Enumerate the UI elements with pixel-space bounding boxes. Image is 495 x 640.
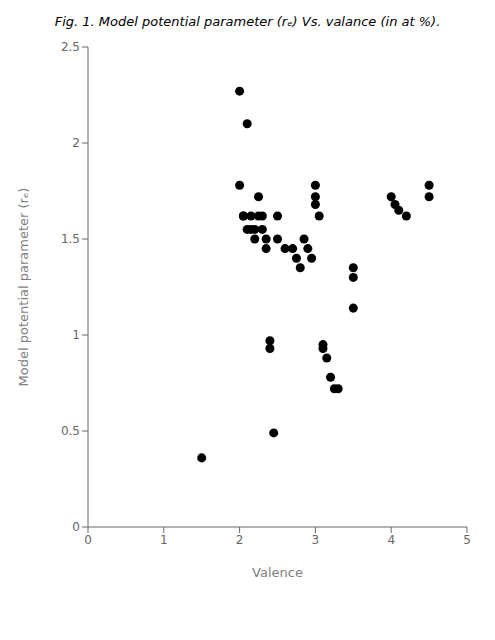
svg-text:1: 1 [160, 532, 168, 546]
svg-text:2.5: 2.5 [61, 40, 80, 54]
svg-text:1.5: 1.5 [61, 232, 80, 246]
svg-text:3: 3 [312, 532, 320, 546]
svg-text:5: 5 [463, 532, 471, 546]
svg-text:2: 2 [236, 532, 244, 546]
svg-text:Model potential parameter (rₑ): Model potential parameter (rₑ) [16, 187, 31, 386]
svg-text:2: 2 [72, 136, 80, 150]
html-text:Fig. 1. Model potential parame: Fig. 1. Model potential parameter (rₑ) V… [54, 14, 441, 29]
svg-text:0.5: 0.5 [61, 424, 80, 438]
svg-text:1: 1 [72, 328, 80, 342]
svg-text:4: 4 [387, 532, 395, 546]
svg-text:Valence: Valence [252, 565, 303, 580]
svg-text:0: 0 [72, 520, 80, 534]
svg-text:0: 0 [84, 532, 92, 546]
